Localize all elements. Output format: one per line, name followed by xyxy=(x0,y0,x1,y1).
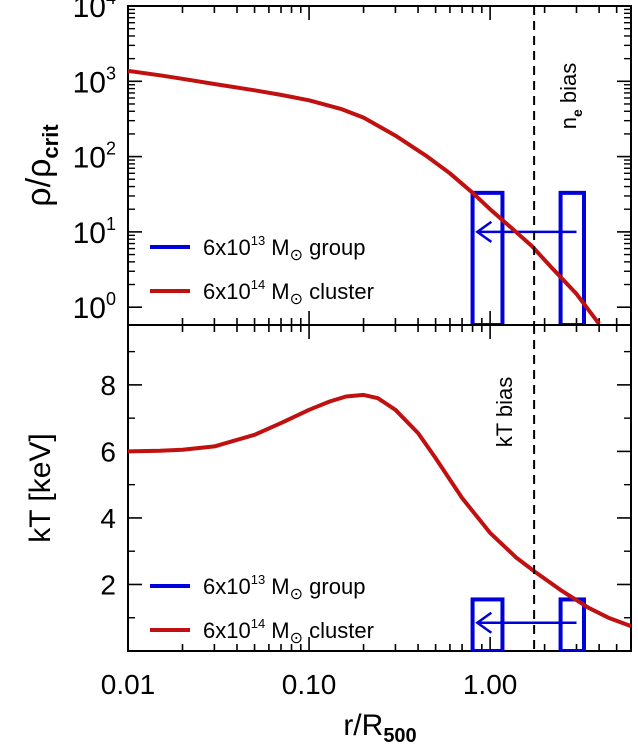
radial-bin xyxy=(470,597,505,651)
y-tick-base: 10 xyxy=(73,292,106,325)
sun-symbol-icon: ⊙ xyxy=(290,586,303,603)
legend-exp: 14 xyxy=(251,616,265,631)
y-tick-exponent: 0 xyxy=(106,289,116,309)
data-layer xyxy=(128,392,631,651)
y-tick-label: 101 xyxy=(73,214,116,250)
legend-entry: 6x1014 M⊙ cluster xyxy=(203,616,374,647)
y-tick-exponent: 3 xyxy=(106,63,116,83)
y-tick-label: 102 xyxy=(73,139,116,175)
y-tick-label: 103 xyxy=(73,63,116,99)
y-tick-label: 100 xyxy=(73,289,116,325)
legend-suffix: cluster xyxy=(303,279,374,304)
y-tick-label: 2 xyxy=(100,569,116,600)
data-layer xyxy=(128,68,601,325)
y-tick-label: 104 xyxy=(73,0,116,24)
radial-bin xyxy=(558,597,586,651)
legend-coef: 6x10 xyxy=(203,618,251,643)
radial-bin xyxy=(470,190,505,325)
y-tick-base: 10 xyxy=(73,217,106,250)
legend-suffix: cluster xyxy=(303,618,374,643)
legend-suffix: group xyxy=(303,574,365,599)
sun-symbol-icon: ⊙ xyxy=(290,247,303,264)
arrow-head xyxy=(475,611,493,634)
x-tick-label: 0.10 xyxy=(282,669,337,700)
sun-symbol-icon: ⊙ xyxy=(290,630,303,647)
legend-exp: 14 xyxy=(251,277,265,292)
legend-coef: 6x10 xyxy=(203,574,251,599)
plot-frame xyxy=(127,5,632,326)
legend-coef: 6x10 xyxy=(203,279,251,304)
y-tick-label: 6 xyxy=(100,436,116,467)
y-axis-label-main: ρ/ρ xyxy=(20,159,58,207)
y-tick-exponent: 2 xyxy=(106,139,116,159)
bias-label-prefix: n xyxy=(556,117,581,129)
series-line xyxy=(128,68,601,325)
legend-suffix: group xyxy=(303,235,365,260)
x-axis-label-main: r/R xyxy=(343,709,383,742)
legend-entry: 6x1013 M⊙ group xyxy=(203,233,365,264)
x-tick-label: 1.00 xyxy=(463,669,518,700)
y-tick-base: 10 xyxy=(73,142,106,175)
radial-bin xyxy=(558,190,586,325)
y-axis-label-sub: crit xyxy=(38,124,63,159)
plot-frame xyxy=(127,324,632,652)
bias-label-sub: e xyxy=(569,109,585,117)
legend-unit: M xyxy=(265,279,289,304)
y-tick-base: 10 xyxy=(73,0,106,24)
x-axis-label-sub: 500 xyxy=(383,725,416,746)
sun-symbol-icon: ⊙ xyxy=(290,291,303,308)
bias-label-text: bias xyxy=(556,63,581,109)
bias-label: ne bias xyxy=(556,63,585,130)
legend-coef: 6x10 xyxy=(203,235,251,260)
y-axis-label: ρ/ρcrit xyxy=(20,124,63,207)
x-tick-label: 0.01 xyxy=(101,669,156,700)
y-tick-exponent: 4 xyxy=(106,0,116,8)
y-axis-label: kT [keV] xyxy=(24,433,57,542)
legend-unit: M xyxy=(265,618,289,643)
y-tick-base: 10 xyxy=(73,66,106,99)
arrow-head xyxy=(475,220,493,243)
legend-entry: 6x1014 M⊙ cluster xyxy=(203,277,374,308)
legend-entry: 6x1013 M⊙ group xyxy=(203,572,365,603)
y-tick-label: 8 xyxy=(100,370,116,401)
y-tick-label: 4 xyxy=(100,503,116,534)
legend-unit: M xyxy=(265,235,289,260)
bias-label: kT bias xyxy=(492,377,517,448)
series-line xyxy=(128,392,631,628)
legend-unit: M xyxy=(265,574,289,599)
x-axis-label: r/R500 xyxy=(343,709,416,746)
y-tick-exponent: 1 xyxy=(106,214,116,234)
legend-exp: 13 xyxy=(251,233,265,248)
legend-exp: 13 xyxy=(251,572,265,587)
